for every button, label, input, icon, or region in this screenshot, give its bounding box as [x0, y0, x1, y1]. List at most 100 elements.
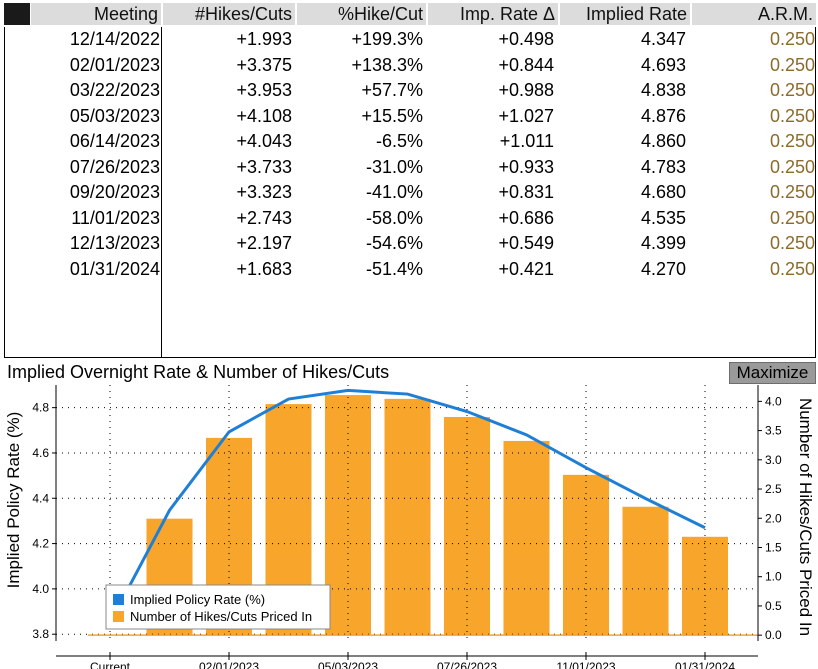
right-tick-label: 2.0 — [765, 511, 782, 525]
maximize-button[interactable]: Maximize — [729, 362, 816, 384]
right-tick-label: 1.5 — [765, 540, 782, 554]
table-cell: +57.7% — [361, 80, 423, 100]
table-cell: 4.535 — [640, 207, 686, 228]
right-axis-title: Number of Hikes/Cuts Priced In — [796, 398, 815, 636]
table-cell: 05/03/2023 — [69, 105, 160, 126]
header-implied-rate[interactable]: Implied Rate — [560, 3, 690, 25]
left-tick-label: 3.8 — [32, 627, 49, 641]
header-arm[interactable]: A.R.M. — [692, 3, 816, 25]
table-cell: 0.250 — [769, 182, 815, 202]
table-cell: +3.323 — [236, 182, 292, 202]
table-cell: 4.860 — [640, 131, 686, 151]
table-cell: 0.250 — [769, 105, 815, 126]
table-cell: 4.680 — [640, 182, 686, 202]
legend-swatch-line — [113, 594, 124, 605]
table-cell: -54.6% — [365, 233, 423, 253]
table-cell: 0.250 — [769, 131, 815, 151]
header-imp-rate-delta[interactable]: Imp. Rate Δ — [428, 3, 558, 25]
left-tick-label: 4.2 — [32, 537, 49, 551]
x-tick-label: Current — [90, 660, 131, 669]
table-cell: 0.250 — [769, 207, 815, 228]
table-cell: -58.0% — [365, 207, 423, 228]
column-divider — [161, 27, 162, 358]
table-cell: +0.844 — [498, 54, 554, 75]
table-cell: 11/01/2023 — [71, 207, 160, 228]
right-tick-label: 4.0 — [765, 394, 782, 408]
table-cell: +1.683 — [236, 258, 292, 279]
table-cell: 0.250 — [769, 54, 815, 75]
table-cell: +138.3% — [351, 54, 423, 75]
table-cell: 12/14/2022 — [69, 29, 160, 49]
table-cell: -6.5% — [375, 131, 423, 151]
table-cell: -51.4% — [365, 258, 423, 279]
table-cell: 4.399 — [640, 233, 686, 253]
right-tick-label: 1.0 — [765, 570, 782, 584]
left-tick-label: 4.6 — [32, 446, 49, 460]
right-tick-label: 3.5 — [765, 424, 782, 438]
table-cell: 4.783 — [640, 156, 686, 177]
table-cell: 4.693 — [640, 54, 686, 75]
table-cell: 0.250 — [769, 258, 815, 279]
x-tick-label: 11/01/2023 — [556, 660, 615, 669]
table-cell: -41.0% — [365, 182, 423, 202]
table-cell: +0.933 — [498, 156, 554, 177]
table-cell: 0.250 — [769, 29, 815, 49]
table-cell: +0.549 — [498, 233, 554, 253]
x-tick-label: 01/31/2024 — [675, 660, 735, 669]
legend-box — [105, 584, 331, 630]
right-tick-label: 0.5 — [765, 599, 782, 613]
table-cell: 4.876 — [640, 105, 686, 126]
table-cell: +15.5% — [361, 105, 423, 126]
table-cell: 06/14/2023 — [69, 131, 160, 151]
table-cell: +4.108 — [236, 105, 292, 126]
table-cell: 02/01/2023 — [69, 54, 160, 75]
table-cell: +0.498 — [498, 29, 554, 49]
bar-mark — [682, 536, 728, 636]
table-frame — [4, 27, 816, 358]
table-cell: +0.686 — [498, 207, 554, 228]
legend-swatch-bar — [113, 611, 124, 622]
header-meeting[interactable]: Meeting — [31, 3, 161, 25]
left-tick-label: 4.8 — [32, 401, 49, 415]
left-tick-label: 4.0 — [32, 582, 49, 596]
rate-hikes-chart: 3.8 4.0 4.2 4.4 4.6 4.8 0.0 0.5 1.0 1.5 2.0 2.5 3.0 3… — [4, 385, 815, 669]
legend-label-hikes: Number of Hikes/Cuts Priced In — [130, 609, 312, 624]
table-cell: +0.831 — [498, 182, 554, 202]
table-cell: 4.270 — [640, 258, 686, 279]
table-cell: 4.838 — [640, 80, 686, 100]
table-cell: -31.0% — [365, 156, 423, 177]
table-cell: +0.988 — [498, 80, 554, 100]
table-cell: +3.953 — [236, 80, 292, 100]
left-tick-label: 4.4 — [32, 491, 49, 505]
table-cell: +0.421 — [498, 258, 554, 279]
x-tick-label: 02/01/2023 — [199, 660, 259, 669]
table-cell: +4.043 — [236, 131, 292, 151]
table-cell: +2.743 — [236, 207, 292, 228]
header-hikes-cuts[interactable]: #Hikes/Cuts — [163, 3, 295, 25]
chart-title: Implied Overnight Rate & Number of Hikes… — [7, 362, 390, 382]
table-cell: +2.197 — [236, 233, 292, 253]
table-cell: +1.011 — [499, 131, 554, 151]
bar-mark — [384, 398, 431, 636]
right-tick-label: 3.0 — [765, 453, 782, 467]
table-cell: +3.375 — [236, 54, 292, 75]
bar-mark — [622, 506, 669, 636]
bar-mark — [444, 416, 490, 636]
right-tick-label: 0.0 — [765, 628, 782, 642]
table-cell: 0.250 — [769, 233, 815, 253]
table-cell: 01/31/2024 — [69, 258, 160, 279]
table-cell: +1.993 — [236, 29, 292, 49]
rate-line — [108, 388, 706, 624]
bar-mark — [325, 395, 371, 636]
corner-box[interactable] — [4, 3, 30, 25]
table-cell: 03/22/2023 — [69, 80, 160, 100]
table-cell: 4.347 — [640, 29, 686, 49]
table-cell: 0.250 — [769, 156, 815, 177]
bar-mark — [563, 474, 609, 636]
table-cell: 07/26/2023 — [69, 156, 160, 177]
legend-label-rate: Implied Policy Rate (%) — [130, 592, 265, 607]
left-axis-title: Implied Policy Rate (%) — [4, 412, 23, 589]
right-tick-label: 2.5 — [765, 482, 782, 496]
header-pct-hike-cut[interactable]: %Hike/Cut — [297, 3, 426, 25]
table-cell: 0.250 — [769, 80, 815, 100]
